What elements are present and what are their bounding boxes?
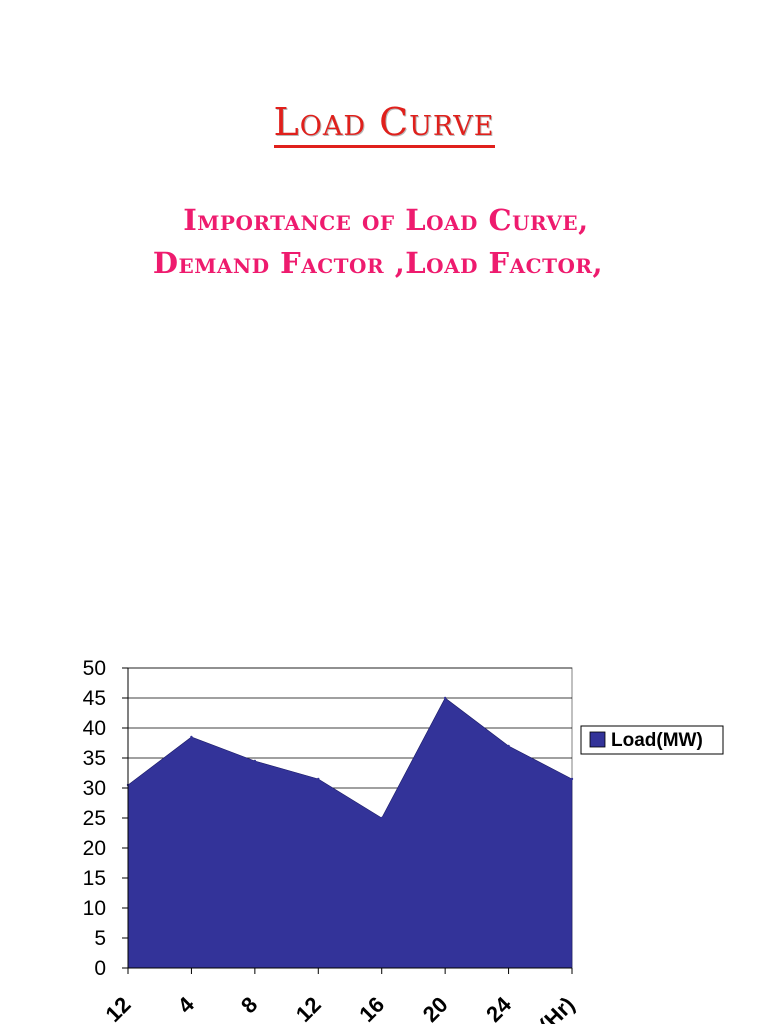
data-point <box>570 777 574 781</box>
x-tick-label: 8 <box>236 992 262 1018</box>
y-tick-labels: 0 5 10 15 20 25 30 35 40 45 50 <box>83 657 106 980</box>
x-tick-label: 12 <box>291 992 326 1024</box>
data-point <box>253 759 257 763</box>
data-point <box>190 735 193 739</box>
x-tick-label: 16 <box>354 992 389 1024</box>
y-tick-label: 10 <box>83 897 106 920</box>
data-point <box>507 744 510 748</box>
y-tick-label: 20 <box>83 837 106 860</box>
x-tick-labels: 124812162024Time(Hr) <box>101 991 580 1029</box>
y-tick-label: 15 <box>83 867 106 890</box>
y-tick-label: 5 <box>94 927 106 950</box>
data-point <box>443 696 447 700</box>
y-tick-label: 45 <box>83 687 106 710</box>
y-tick-label: 30 <box>83 777 106 800</box>
subtitle-line-2: Demand Factor ,Load Factor, <box>152 246 604 280</box>
legend: Load(MW) <box>580 725 724 755</box>
y-tick-label: 25 <box>83 807 106 830</box>
x-tick-label: 24 <box>481 991 517 1024</box>
axes <box>122 667 573 974</box>
x-tick-label: 20 <box>418 992 453 1024</box>
y-tick-label: 40 <box>83 717 106 740</box>
data-point <box>317 777 320 781</box>
y-tick-label: 50 <box>83 657 106 680</box>
y-tick-label: 35 <box>83 747 106 770</box>
slide-title: Load Curve <box>0 100 768 148</box>
area-layer <box>126 696 574 969</box>
subtitle-line-1: Importance of Load Curve, <box>183 203 589 237</box>
legend-swatch <box>589 731 606 748</box>
x-tick-label: 12 <box>101 992 136 1024</box>
x-tick-label: 4 <box>173 991 200 1018</box>
data-point <box>380 816 383 820</box>
y-tick-label: 0 <box>94 957 106 980</box>
legend-label: Load(MW) <box>611 730 703 751</box>
